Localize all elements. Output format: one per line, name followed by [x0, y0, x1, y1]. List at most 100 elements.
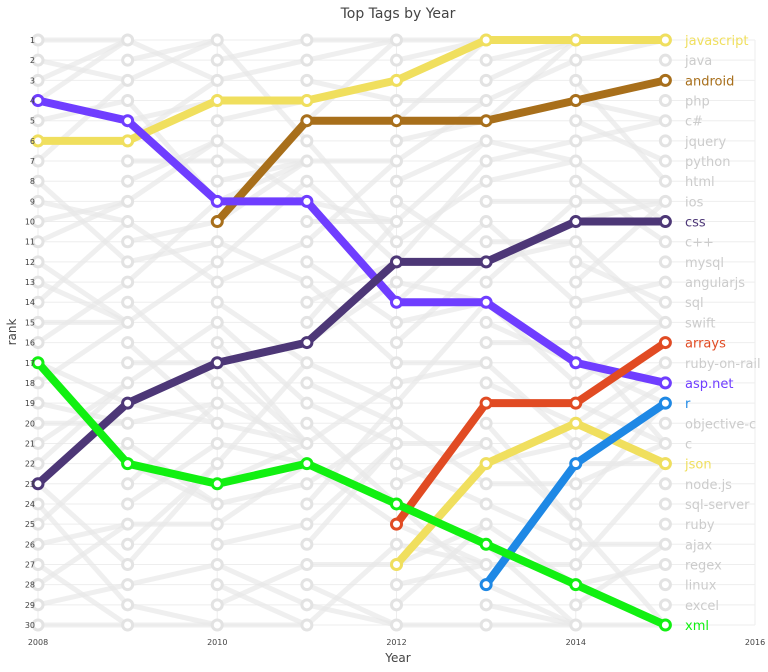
background-marker — [658, 94, 672, 108]
background-marker — [121, 94, 135, 108]
background-marker — [121, 295, 135, 309]
y-tick-label: 8 — [30, 177, 35, 186]
background-marker — [121, 174, 135, 188]
background-marker — [210, 73, 224, 87]
background-marker — [390, 174, 403, 188]
series-marker-javascript — [658, 33, 672, 47]
right-label: javascript — [684, 34, 748, 49]
right-label: ruby-on-rail — [685, 357, 761, 372]
series-marker-json — [479, 457, 493, 471]
series-marker-arrays — [658, 336, 672, 350]
background-marker — [300, 215, 314, 229]
right-label: objective-c — [685, 417, 756, 432]
x-tick-label: 2012 — [386, 638, 406, 647]
series-marker-xml — [121, 457, 135, 471]
y-tick-label: 19 — [25, 399, 35, 408]
background-marker — [300, 134, 314, 148]
background-marker — [300, 618, 314, 632]
background-marker — [569, 53, 583, 67]
background-marker — [390, 396, 403, 410]
background-marker — [658, 557, 672, 571]
background-marker — [569, 336, 583, 350]
background-marker — [300, 497, 314, 511]
series-line-asp.net — [34, 96, 670, 387]
right-label: html — [685, 175, 715, 190]
background-marker — [479, 194, 493, 208]
background-line — [214, 239, 310, 285]
background-line — [214, 158, 310, 204]
background-marker — [121, 598, 135, 612]
background-marker — [479, 598, 493, 612]
y-tick-label: 26 — [25, 540, 35, 549]
background-marker — [210, 255, 224, 269]
background-line — [214, 582, 310, 628]
background-marker — [479, 53, 493, 67]
background-marker — [31, 598, 45, 612]
background-marker — [121, 53, 135, 67]
background-marker — [479, 477, 493, 491]
series-marker-json — [658, 457, 672, 471]
series-marker-asp.net — [658, 376, 672, 390]
background-marker — [479, 154, 493, 168]
background-marker — [210, 517, 224, 531]
background-marker — [31, 154, 45, 168]
background-marker — [479, 134, 493, 148]
y-tick-label: 3 — [30, 76, 35, 85]
background-line — [394, 561, 489, 588]
background-line — [573, 461, 668, 567]
right-label: r — [685, 397, 691, 412]
background-marker — [479, 557, 493, 571]
background-line — [483, 219, 579, 305]
background-line — [125, 37, 220, 83]
y-tick-label: 14 — [25, 298, 35, 307]
series-marker-css — [300, 336, 314, 350]
background-marker — [121, 537, 135, 551]
background-marker — [31, 557, 45, 571]
series-line-android — [213, 76, 670, 226]
background-marker — [300, 174, 314, 188]
background-line — [483, 582, 579, 628]
background-marker — [210, 457, 224, 471]
series-marker-asp.net — [300, 194, 314, 208]
y-tick-label: 18 — [25, 379, 35, 388]
background-line — [214, 461, 310, 527]
background-line — [394, 521, 489, 567]
right-label: swift — [685, 316, 715, 331]
background-marker — [479, 517, 493, 531]
background-line — [304, 259, 399, 325]
background-marker — [300, 436, 314, 450]
background-marker — [31, 416, 45, 430]
background-line — [304, 440, 399, 547]
background-marker — [658, 416, 672, 430]
y-tick-label: 16 — [25, 339, 35, 348]
background-line — [394, 420, 489, 487]
background-marker — [31, 517, 45, 531]
background-marker — [121, 578, 135, 592]
background-line — [214, 360, 310, 467]
background-marker — [390, 477, 403, 491]
y-tick-label: 1 — [30, 36, 35, 45]
background-marker — [121, 33, 135, 47]
background-line — [35, 440, 131, 527]
series-marker-r — [569, 457, 583, 471]
series-marker-xml — [300, 457, 314, 471]
series-marker-xml — [210, 477, 224, 491]
background-marker — [479, 376, 493, 390]
right-label: angularjs — [685, 276, 745, 291]
background-marker — [121, 436, 135, 450]
background-marker — [300, 275, 314, 289]
series-line-css — [34, 217, 670, 488]
background-marker — [569, 134, 583, 148]
background-line — [304, 158, 399, 245]
series-marker-javascript — [569, 33, 583, 47]
background-line — [483, 37, 579, 83]
background-marker — [569, 174, 583, 188]
background-marker — [658, 537, 672, 551]
series-marker-arrays — [569, 396, 583, 410]
background-marker — [210, 436, 224, 450]
background-marker — [569, 114, 583, 128]
background-line — [35, 37, 131, 104]
background-line — [573, 440, 668, 487]
background-marker — [658, 275, 672, 289]
